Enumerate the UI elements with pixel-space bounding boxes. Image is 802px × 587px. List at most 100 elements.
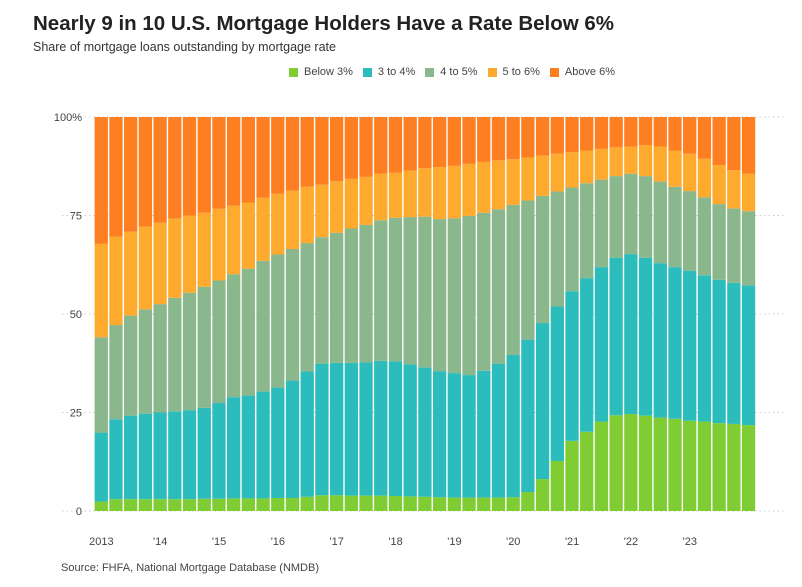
x-tick-label: 2013: [89, 536, 113, 548]
bar-segment: [153, 222, 167, 305]
bar-segment: [741, 173, 756, 212]
y-tick-label: 100%: [54, 112, 82, 124]
bar-segment: [638, 415, 653, 511]
bar-segment: [138, 226, 153, 310]
bar-segment: [683, 117, 697, 154]
bar-segment: [418, 117, 432, 169]
bar-segment: [477, 497, 491, 511]
bar-segment: [462, 215, 476, 376]
bar-segment: [124, 117, 138, 232]
bar-segment: [388, 496, 403, 511]
legend-swatch: [425, 67, 435, 77]
bar-segment: [506, 117, 520, 160]
bar-segment: [580, 150, 594, 184]
bar-segment: [344, 495, 358, 511]
bar-segment: [359, 224, 373, 363]
bar-segment: [403, 170, 417, 218]
bar-segment: [741, 425, 756, 511]
bar-segment: [94, 432, 108, 502]
bar-segment: [285, 190, 300, 249]
bar-segment: [182, 410, 197, 500]
bar-segment: [741, 211, 756, 286]
bar-segment: [535, 155, 550, 196]
bar-segment: [491, 160, 506, 210]
legend-label: 4 to 5%: [440, 66, 478, 78]
bar-segment: [432, 117, 447, 168]
bar-segment: [241, 117, 256, 203]
bar-segment: [638, 144, 653, 177]
bar-segment: [521, 492, 535, 511]
y-tick-label: 25: [70, 408, 82, 420]
bar-segment: [506, 159, 520, 205]
bar-segment: [491, 209, 506, 364]
legend-swatch: [289, 67, 298, 77]
bar-segment: [477, 212, 491, 371]
bar-segment: [256, 391, 270, 499]
bar-segment: [565, 187, 579, 292]
bar-segment: [168, 117, 182, 219]
x-tick-label: '14: [153, 536, 167, 548]
x-tick-label: '15: [212, 536, 226, 548]
bar-segment: [256, 117, 270, 198]
bar-segment: [477, 117, 491, 162]
bar-segment: [403, 117, 417, 171]
bar-segment: [418, 168, 432, 217]
bar-segment: [668, 267, 682, 419]
bar-segment: [403, 364, 417, 497]
bar-segment: [256, 197, 270, 261]
bar-segment: [741, 285, 756, 426]
bar-segment: [653, 263, 667, 418]
bar-segment: [124, 231, 138, 316]
bar-segment: [580, 431, 594, 511]
bar-segment: [491, 363, 506, 498]
bar-segment: [374, 220, 388, 361]
bar-segment: [374, 360, 388, 496]
bar-segment: [727, 170, 741, 209]
bar-segment: [241, 395, 256, 499]
bar-segment: [594, 179, 609, 268]
bar-segment: [668, 117, 682, 151]
y-tick-label: 50: [70, 309, 82, 321]
y-tick-label: 75: [70, 211, 82, 223]
legend-item-4-to-5: 4 to 5%: [425, 66, 478, 78]
bar-segment: [477, 370, 491, 498]
chart-title: Nearly 9 in 10 U.S. Mortgage Holders Hav…: [33, 12, 615, 35]
bar-segment: [227, 117, 241, 206]
bar-segment: [697, 275, 712, 422]
bar-segment: [94, 243, 108, 338]
legend-label: Below 3%: [304, 66, 353, 78]
bar-segment: [565, 117, 579, 153]
bar-segment: [109, 325, 123, 420]
bar-segment: [374, 495, 388, 511]
bar-segment: [609, 415, 623, 511]
x-tick-label: '17: [330, 536, 344, 548]
bar-segment: [697, 117, 712, 159]
bar-segment: [168, 499, 182, 511]
bar-segment: [712, 423, 726, 511]
bar-segment: [550, 153, 564, 192]
bar-segment: [462, 375, 476, 498]
bar-segment: [624, 414, 638, 511]
bar-segment: [432, 497, 447, 511]
bar-segment: [109, 117, 123, 237]
bar-segment: [124, 499, 138, 511]
bar-segment: [344, 117, 358, 179]
bar-segment: [241, 202, 256, 269]
bar-segment: [638, 117, 653, 145]
bar-segment: [521, 200, 535, 340]
bar-segment: [712, 204, 726, 280]
bar-segment: [683, 191, 697, 271]
bar-segment: [197, 212, 211, 287]
bar-segment: [315, 495, 329, 511]
bar-segment: [271, 117, 285, 194]
bar-segment: [300, 117, 314, 187]
bar-segment: [359, 117, 373, 177]
bar-segment: [344, 178, 358, 229]
bar-segment: [638, 176, 653, 258]
bar-segment: [374, 117, 388, 174]
bar-segment: [315, 184, 329, 238]
legend-swatch: [362, 67, 372, 77]
bar-segment: [624, 146, 638, 174]
x-tick-label: '22: [624, 536, 638, 548]
